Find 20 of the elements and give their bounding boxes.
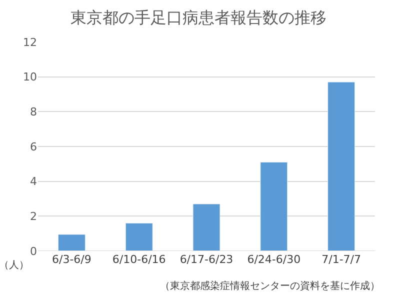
bar: [192, 204, 220, 251]
bar: [58, 234, 86, 251]
y-tick-label: 0: [30, 244, 37, 258]
y-tick-label: 10: [23, 70, 37, 84]
bar: [328, 82, 356, 251]
x-tick-label: 6/3-6/9: [52, 253, 92, 266]
x-tick-label: 6/17-6/23: [180, 253, 234, 266]
chart-title: 東京都の手足口病患者報告数の推移: [70, 8, 326, 28]
y-tick-label: 6: [30, 140, 37, 154]
y-tick-label: 8: [30, 106, 37, 119]
bar: [125, 222, 153, 251]
x-tick-label: 6/24-6/30: [247, 253, 301, 266]
y-tick-label: 2: [30, 210, 37, 224]
x-tick-label: 7/1-7/7: [322, 253, 361, 266]
text: （東京都感染症情報センターの資料を基に作成）: [160, 280, 380, 292]
y-tick-label: 4: [30, 175, 37, 188]
y-tick-label: 12: [23, 36, 37, 49]
y-axis-title: （人）: [0, 260, 29, 271]
x-tick-label: 6/10-6/16: [112, 253, 166, 266]
bar: [260, 162, 288, 251]
